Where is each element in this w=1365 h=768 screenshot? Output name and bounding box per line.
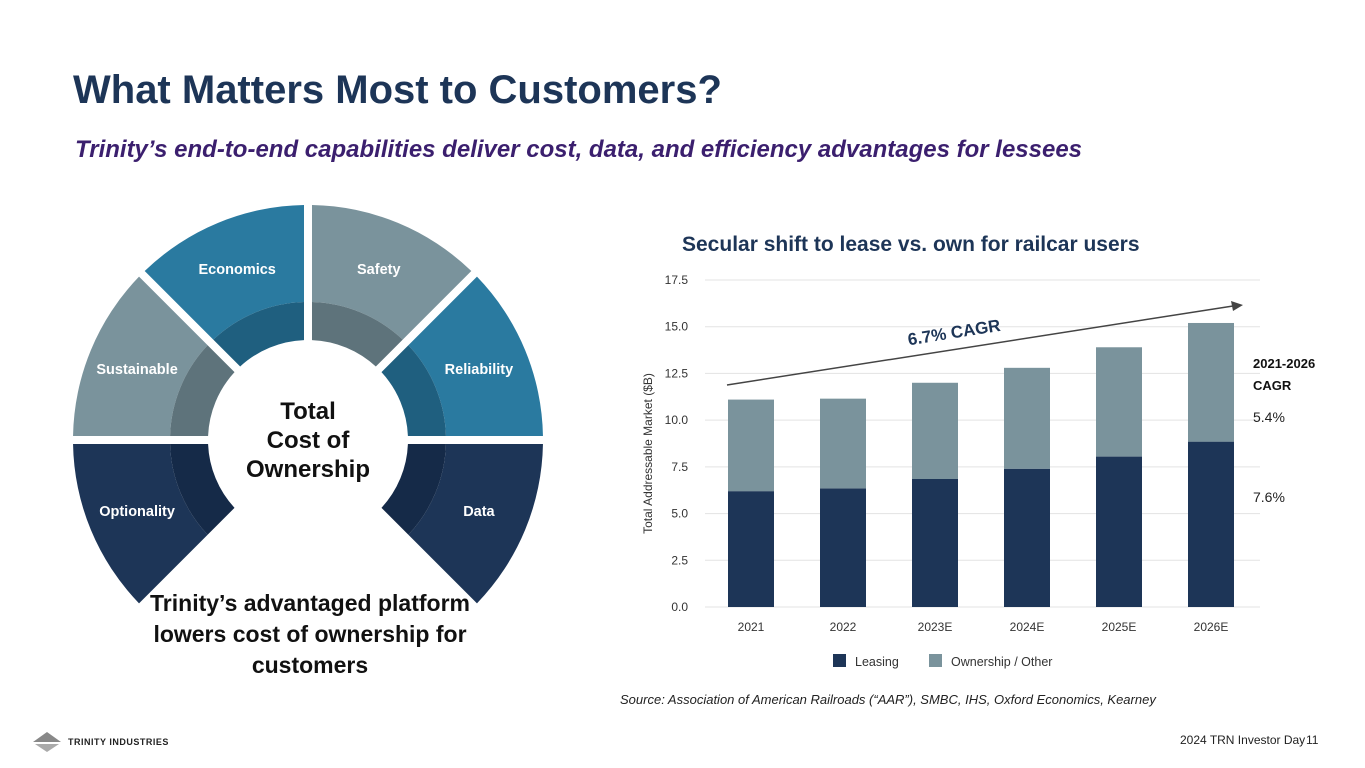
page-number: 11 [1306,733,1319,747]
cagr-header: CAGR [1253,378,1292,393]
center-line: Cost of [266,427,350,454]
bar-ownership-other-2025E [1096,347,1142,457]
wheel-inner-ring [381,345,446,437]
x-tick-label: 2025E [1102,620,1137,634]
wheel-inner-ring [381,443,446,535]
wheel-segment-label: Optionality [99,504,175,520]
y-tick-label: 5.0 [671,507,688,521]
wheel-segment-label: Reliability [445,362,514,378]
legend-label: Leasing [855,655,899,669]
x-tick-label: 2021 [738,620,765,634]
wheel-segment-label: Sustainable [96,362,177,378]
page-title: What Matters Most to Customers? [73,68,722,112]
x-tick-label: 2024E [1010,620,1045,634]
bar-leasing-2023E [912,479,958,607]
bar-leasing-2024E [1004,468,1050,607]
wheel-inner-ring [170,345,235,437]
wheel-segment-label: Safety [357,262,401,278]
wheel-segment-label: Economics [199,262,276,278]
wheel-segment-label: Data [463,504,495,520]
bar-ownership-other-2021 [728,399,774,492]
wheel-inner-ring [213,302,305,367]
wheel-inner-ring [311,302,403,367]
wheel-segment-safety [311,205,472,340]
bar-leasing-2021 [728,491,774,607]
y-tick-label: 10.0 [665,413,689,427]
bar-ownership-other-2023E [912,382,958,480]
wheel-segment-economics [144,205,305,340]
leasing-cagr: 7.6% [1253,489,1285,505]
center-line: Ownership [245,456,371,483]
chart-title: Secular shift to lease vs. own for railc… [682,233,1140,256]
bar-chart: 0.0 2.5 5.0 7.5 10.0 12.5 15.0 17.5 Total Addres… [641,273,1315,669]
bar-ownership-other-2022 [820,398,866,489]
wheel-segment-optionality [73,443,208,604]
event-name: 2024 TRN Investor Day [1180,733,1306,747]
cagr-header: 2021-2026 [1253,356,1315,371]
bar-leasing-2022 [820,488,866,607]
arrow-head-icon [1231,301,1243,311]
wheel-inner-ring [170,443,235,535]
legend-swatch [929,654,942,667]
y-tick-label: 2.5 [671,553,688,567]
wheel-center-label: Total Cost of Ownership [228,397,388,484]
y-tick-label: 17.5 [665,273,689,287]
ownership-cagr: 5.4% [1253,409,1285,425]
x-tick-label: 2026E [1194,620,1229,634]
page-subtitle: Trinity’s end-to-end capabilities delive… [75,136,1083,163]
wheel-segment-data [408,443,543,604]
legend-label: Ownership / Other [951,655,1052,669]
wheel-segment-reliability [408,276,543,437]
legend-swatch [833,654,846,667]
company-logo: TRINITY INDUSTRIES [32,731,169,753]
y-tick-label: 15.0 [665,320,689,334]
x-tick-label: 2023E [918,620,953,634]
wheel-segment-sustainable [73,276,208,437]
logo-text: TRINITY INDUSTRIES [68,737,169,747]
y-axis-label: Total Addressable Market ($B) [641,373,655,534]
y-tick-label: 7.5 [671,460,688,474]
bar-ownership-other-2024E [1004,367,1050,469]
tco-wheel: Sustainable Economics Safety Reliability Dat… [73,205,543,604]
trinity-logo-icon [33,732,61,752]
bar-leasing-2026E [1188,441,1234,607]
source-note: Source: Association of American Railroad… [620,692,1156,707]
y-tick-label: 12.5 [665,366,689,380]
y-tick-label: 0.0 [671,600,688,614]
bar-ownership-other-2026E [1188,322,1234,442]
bar-leasing-2025E [1096,456,1142,607]
wheel-tagline: Trinity’s advantaged platform lowers cos… [150,590,470,678]
center-line: Total [280,398,336,425]
trend-arrow [726,305,1234,386]
x-tick-label: 2022 [830,620,857,634]
